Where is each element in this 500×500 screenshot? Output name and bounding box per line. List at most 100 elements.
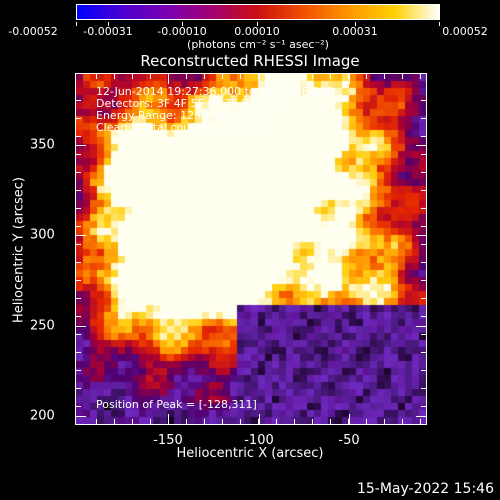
tick-mark bbox=[132, 419, 133, 424]
tick-mark bbox=[348, 74, 349, 79]
tick-mark bbox=[222, 419, 223, 424]
colorbar-tick bbox=[108, 22, 109, 26]
tick-mark bbox=[421, 100, 426, 101]
tick-mark bbox=[416, 145, 426, 146]
tick-mark bbox=[240, 419, 241, 424]
tick-mark bbox=[421, 244, 426, 245]
image-title: Reconstructed RHESSI Image bbox=[140, 52, 360, 70]
tick-mark bbox=[421, 226, 426, 227]
colorbar-tick bbox=[182, 22, 183, 26]
tick-mark bbox=[421, 352, 426, 353]
tick-mark bbox=[114, 74, 115, 79]
tick-mark bbox=[186, 419, 187, 424]
tick-mark bbox=[258, 74, 259, 79]
tick-mark bbox=[76, 326, 86, 327]
rhessi-image bbox=[76, 74, 426, 424]
tick-mark bbox=[420, 74, 421, 79]
detectors: Detectors: 3F 4F 5F 6F 7F 8F, Att 0 bbox=[96, 97, 288, 110]
tick-mark bbox=[402, 74, 403, 79]
tick-mark bbox=[349, 74, 350, 84]
peak-position: Position of Peak = [-128,311] bbox=[96, 398, 257, 411]
tick-mark bbox=[259, 414, 260, 424]
y-axis-label: Heliocentric Y (arcsec) bbox=[11, 177, 27, 323]
tick-mark bbox=[222, 74, 223, 79]
tick-mark bbox=[421, 136, 426, 137]
colorbar-tick bbox=[76, 22, 77, 26]
tick-mark bbox=[366, 74, 367, 79]
colorbar-label: 0.00031 bbox=[332, 25, 378, 38]
tick-mark bbox=[421, 406, 426, 407]
tick-mark bbox=[402, 419, 403, 424]
tick-mark bbox=[76, 226, 81, 227]
tick-mark bbox=[420, 419, 421, 424]
tick-mark bbox=[421, 388, 426, 389]
colorbar-label: -0.00031 bbox=[83, 25, 133, 38]
tick-mark bbox=[421, 280, 426, 281]
tick-mark bbox=[76, 262, 81, 263]
tick-mark bbox=[76, 235, 86, 236]
tick-mark bbox=[76, 100, 81, 101]
tick-mark bbox=[421, 208, 426, 209]
tick-mark bbox=[330, 74, 331, 79]
tick-mark bbox=[204, 74, 205, 79]
footer-date: 15-May-2022 15:46 bbox=[356, 481, 494, 497]
tick-mark bbox=[168, 419, 169, 424]
tick-mark bbox=[421, 316, 426, 317]
tick-mark bbox=[294, 74, 295, 79]
tick-mark bbox=[76, 208, 81, 209]
tick-mark bbox=[76, 190, 81, 191]
clean-counts: Clean Total counts: 1.28E+04 bbox=[96, 121, 270, 134]
tick-mark bbox=[421, 262, 426, 263]
tick-mark bbox=[150, 419, 151, 424]
colorbar-label: -0.00010 bbox=[157, 25, 207, 38]
colorbar-tick bbox=[355, 22, 356, 26]
tick-mark bbox=[349, 414, 350, 424]
tick-mark bbox=[76, 154, 81, 155]
tick-mark bbox=[384, 74, 385, 79]
tick-mark bbox=[76, 118, 81, 119]
tick-mark bbox=[366, 419, 367, 424]
tick-mark bbox=[421, 154, 426, 155]
colorbar-label: 0.00010 bbox=[234, 25, 280, 38]
y-tick-label: 300 bbox=[30, 227, 55, 243]
tick-mark bbox=[421, 190, 426, 191]
tick-mark bbox=[76, 298, 81, 299]
tick-mark bbox=[168, 74, 169, 84]
tick-mark bbox=[76, 334, 81, 335]
colorbar-tick bbox=[257, 22, 258, 26]
tick-mark bbox=[258, 419, 259, 424]
tick-mark bbox=[76, 172, 81, 173]
tick-mark bbox=[276, 74, 277, 79]
tick-mark bbox=[76, 388, 81, 389]
tick-mark bbox=[76, 416, 86, 417]
tick-mark bbox=[76, 316, 81, 317]
tick-mark bbox=[421, 172, 426, 173]
tick-mark bbox=[76, 352, 81, 353]
tick-mark bbox=[96, 74, 97, 79]
time-range: 12-Jun-2014 19:27:36.000 to 19:33:36.000 bbox=[96, 85, 334, 98]
tick-mark bbox=[76, 244, 81, 245]
tick-mark bbox=[204, 419, 205, 424]
colorbar bbox=[76, 4, 440, 20]
tick-mark bbox=[76, 370, 81, 371]
x-tick-label: -50 bbox=[338, 433, 360, 448]
tick-mark bbox=[416, 416, 426, 417]
tick-mark bbox=[330, 419, 331, 424]
colorbar-units: (photons cm⁻² s⁻¹ asec⁻²) bbox=[187, 38, 329, 51]
colorbar-tick bbox=[439, 22, 440, 26]
tick-mark bbox=[421, 298, 426, 299]
x-axis-label: Heliocentric X (arcsec) bbox=[176, 446, 324, 461]
tick-mark bbox=[76, 406, 81, 407]
tick-mark bbox=[348, 419, 349, 424]
tick-mark bbox=[421, 370, 426, 371]
tick-mark bbox=[312, 74, 313, 79]
tick-mark bbox=[76, 145, 86, 146]
y-tick-label: 200 bbox=[30, 408, 55, 424]
tick-mark bbox=[76, 136, 81, 137]
x-tick-label: -150 bbox=[153, 433, 183, 448]
tick-mark bbox=[96, 419, 97, 424]
colorbar-ticks: -0.00052 -0.00031 -0.00010 0.00010 0.000… bbox=[0, 0, 500, 40]
tick-mark bbox=[416, 235, 426, 236]
tick-mark bbox=[240, 74, 241, 79]
tick-mark bbox=[186, 74, 187, 79]
